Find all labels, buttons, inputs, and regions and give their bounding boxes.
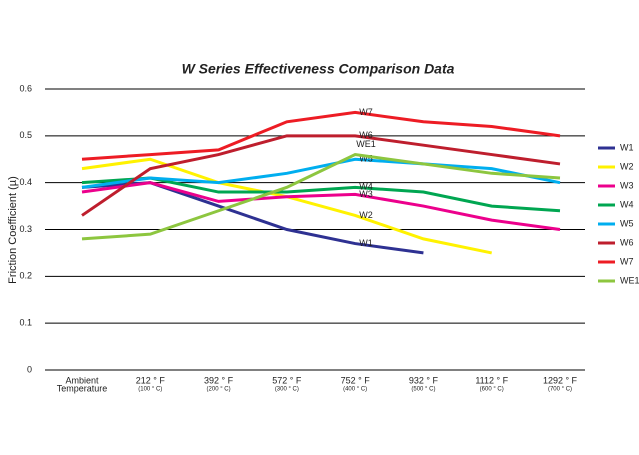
legend-label: W1 [620,142,634,152]
line-label: WE1 [356,139,376,149]
line-label: W5 [359,154,373,164]
series-line [81,176,561,213]
legend-label: W2 [620,161,634,171]
x-tick-label: 932 ° F [409,375,439,385]
legend-label: W7 [620,256,634,266]
x-tick-label: 1292 ° F [543,375,578,385]
x-tick-sublabel: (500 ° C) [411,387,435,393]
line-label: W2 [359,210,373,220]
line-label: W6 [359,130,373,140]
x-tick-sublabel: (200 ° C) [207,387,231,393]
series-line [81,181,561,231]
legend-label: W6 [620,237,634,247]
x-tick-label: 212 ° F [136,375,166,385]
x-tick-label: 392 ° F [204,375,234,385]
legend-label: W3 [620,180,634,190]
legend-label: W5 [620,218,634,228]
x-tick-label: Ambient [65,375,99,385]
legend-label: W4 [620,199,634,209]
y-tick-label: 0.5 [19,130,32,140]
x-tick-sublabel: (600 ° C) [480,387,504,393]
y-tick-label: 0.6 [19,83,32,93]
y-tick-label: 0.2 [19,271,32,281]
line-label: W4 [359,182,373,192]
x-tick-sublabel: (300 ° C) [275,387,299,393]
series-line [81,157,561,189]
series-line [81,153,561,241]
x-tick-sublabel: (100 ° C) [138,387,162,393]
x-tick-label: 1112 ° F [475,375,508,385]
x-tick-label: 572 ° F [272,375,302,385]
y-tick-label: 0.3 [19,224,32,234]
y-tick-label: 0.1 [19,318,32,328]
x-tick-label: 752 ° F [341,375,371,385]
y-axis-label: Friction Coefficient (µ) [7,176,19,284]
series-line [81,134,561,217]
line-label: W7 [359,107,373,117]
legend-label: WE1 [620,275,639,285]
line-label: W3 [359,189,373,199]
line-label: W1 [359,238,373,248]
y-tick-label: 0.4 [19,177,32,187]
y-tick-label: 0 [27,364,32,374]
chart-title: W Series Effectiveness Comparison Data [182,61,455,77]
x-tick-label: Temperature [57,383,108,393]
series-line [81,110,561,161]
x-tick-sublabel: (400 ° C) [343,387,367,393]
x-tick-sublabel: (700 ° C) [548,387,572,393]
